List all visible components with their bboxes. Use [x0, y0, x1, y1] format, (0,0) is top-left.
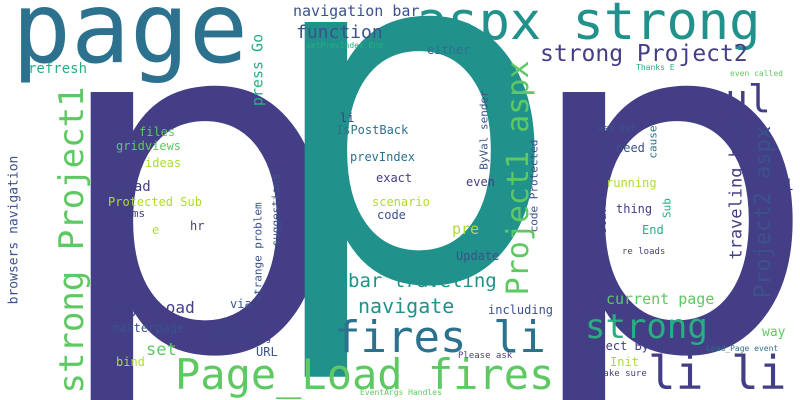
word-press-go: press Go	[248, 33, 267, 107]
word-thanks-e: Thanks E	[636, 63, 675, 72]
word-code: code	[377, 208, 406, 222]
word-including: including	[488, 303, 554, 317]
word-protected-sub: Protected Sub	[108, 195, 202, 209]
word-url: URL	[256, 345, 278, 359]
word-page-load: Page_Load	[108, 298, 195, 317]
word-ol: ol	[776, 176, 795, 194]
word-even: even	[466, 175, 495, 189]
word-strong-project2: strong Project2	[540, 41, 748, 67]
word-make-sure: make sure	[598, 369, 647, 379]
word-even-called: even called	[730, 69, 783, 78]
word-re-loads: re loads	[622, 247, 666, 257]
word-page: page	[12, 0, 249, 86]
word-li-li: li li	[648, 346, 787, 400]
word-li-small: li	[340, 111, 355, 125]
word-fires-li: fires li	[334, 312, 546, 363]
word-p-center: p	[262, 0, 561, 390]
word-either: either	[427, 43, 471, 57]
word-hr: hr	[190, 219, 205, 233]
word-aspx-strong: aspx strong	[416, 0, 761, 52]
word-pre: pre	[452, 220, 480, 238]
word-browsers-navigation: browsers navigation	[6, 155, 22, 305]
word-bar-traveling: bar traveling	[348, 270, 497, 292]
word-traveling-back: traveling back	[726, 116, 747, 260]
word-masterpage: masterpage	[112, 321, 185, 335]
word-thing: thing	[616, 202, 653, 216]
word-cause: cause	[646, 125, 660, 159]
word-load: Load	[117, 179, 151, 195]
word-gridviews: gridviews	[116, 139, 182, 153]
word-byval-sender: ByVal sender	[477, 90, 491, 170]
word-current-page: current page	[606, 290, 715, 308]
word-function: function	[296, 22, 383, 43]
word-page-load-fires: Page_Load fires	[175, 350, 555, 399]
word-seems: seems	[112, 207, 146, 220]
word-problem: problem	[214, 321, 265, 335]
word-set: set	[146, 340, 177, 360]
word-update: Update	[456, 249, 500, 263]
word-via: via	[230, 297, 252, 311]
word-code-protected: code Protected	[527, 139, 541, 233]
word-load-page-event: Load_Page event	[706, 344, 779, 353]
word-e: e	[152, 223, 160, 237]
word-bind: bind	[116, 355, 145, 369]
word-ul: ul	[725, 77, 771, 121]
word-object-byval: Object ByVal	[584, 339, 671, 353]
word-eventargs-handles: EventArgs Handles	[360, 388, 442, 397]
word-strong: strong	[585, 307, 708, 347]
word-init: Init	[610, 355, 639, 369]
word-setprevindex-end: setPrevIndex End	[306, 41, 384, 50]
word-strong-project1: strong Project1	[52, 86, 92, 394]
word-sub: Sub	[660, 198, 674, 218]
word-strange-problem: strange problem	[251, 202, 265, 302]
word-suggestions: suggestions	[269, 173, 283, 247]
word-asp-net: asp net	[598, 124, 636, 134]
word-exact: exact	[376, 171, 413, 185]
word-please-ask: Please ask	[458, 351, 513, 361]
word-previndex: prevIndex	[350, 150, 416, 164]
word-refresh: refresh	[28, 61, 88, 77]
word-p-left: p	[48, 0, 347, 400]
word-navigation-bar: navigation bar	[293, 2, 420, 20]
word-scenario: scenario	[372, 195, 430, 209]
word-url-pointing: URL pointing	[206, 334, 272, 344]
word-project2-aspx: Project2 aspx	[751, 125, 776, 299]
word-need: need	[616, 141, 645, 155]
word-running: running	[606, 176, 657, 190]
word-navigate: navigate	[358, 294, 455, 318]
word-way: way	[762, 325, 786, 340]
word-ideas: ideas	[145, 156, 182, 170]
word-ispostback: IsPostBack	[336, 123, 409, 137]
word-p-right: p	[520, 0, 800, 400]
word-files: files	[139, 125, 176, 139]
word-end: End	[642, 223, 664, 237]
